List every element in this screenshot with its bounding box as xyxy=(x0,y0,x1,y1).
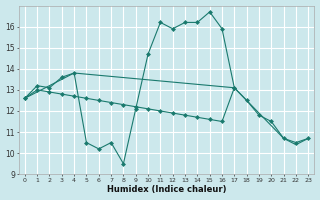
X-axis label: Humidex (Indice chaleur): Humidex (Indice chaleur) xyxy=(107,185,226,194)
